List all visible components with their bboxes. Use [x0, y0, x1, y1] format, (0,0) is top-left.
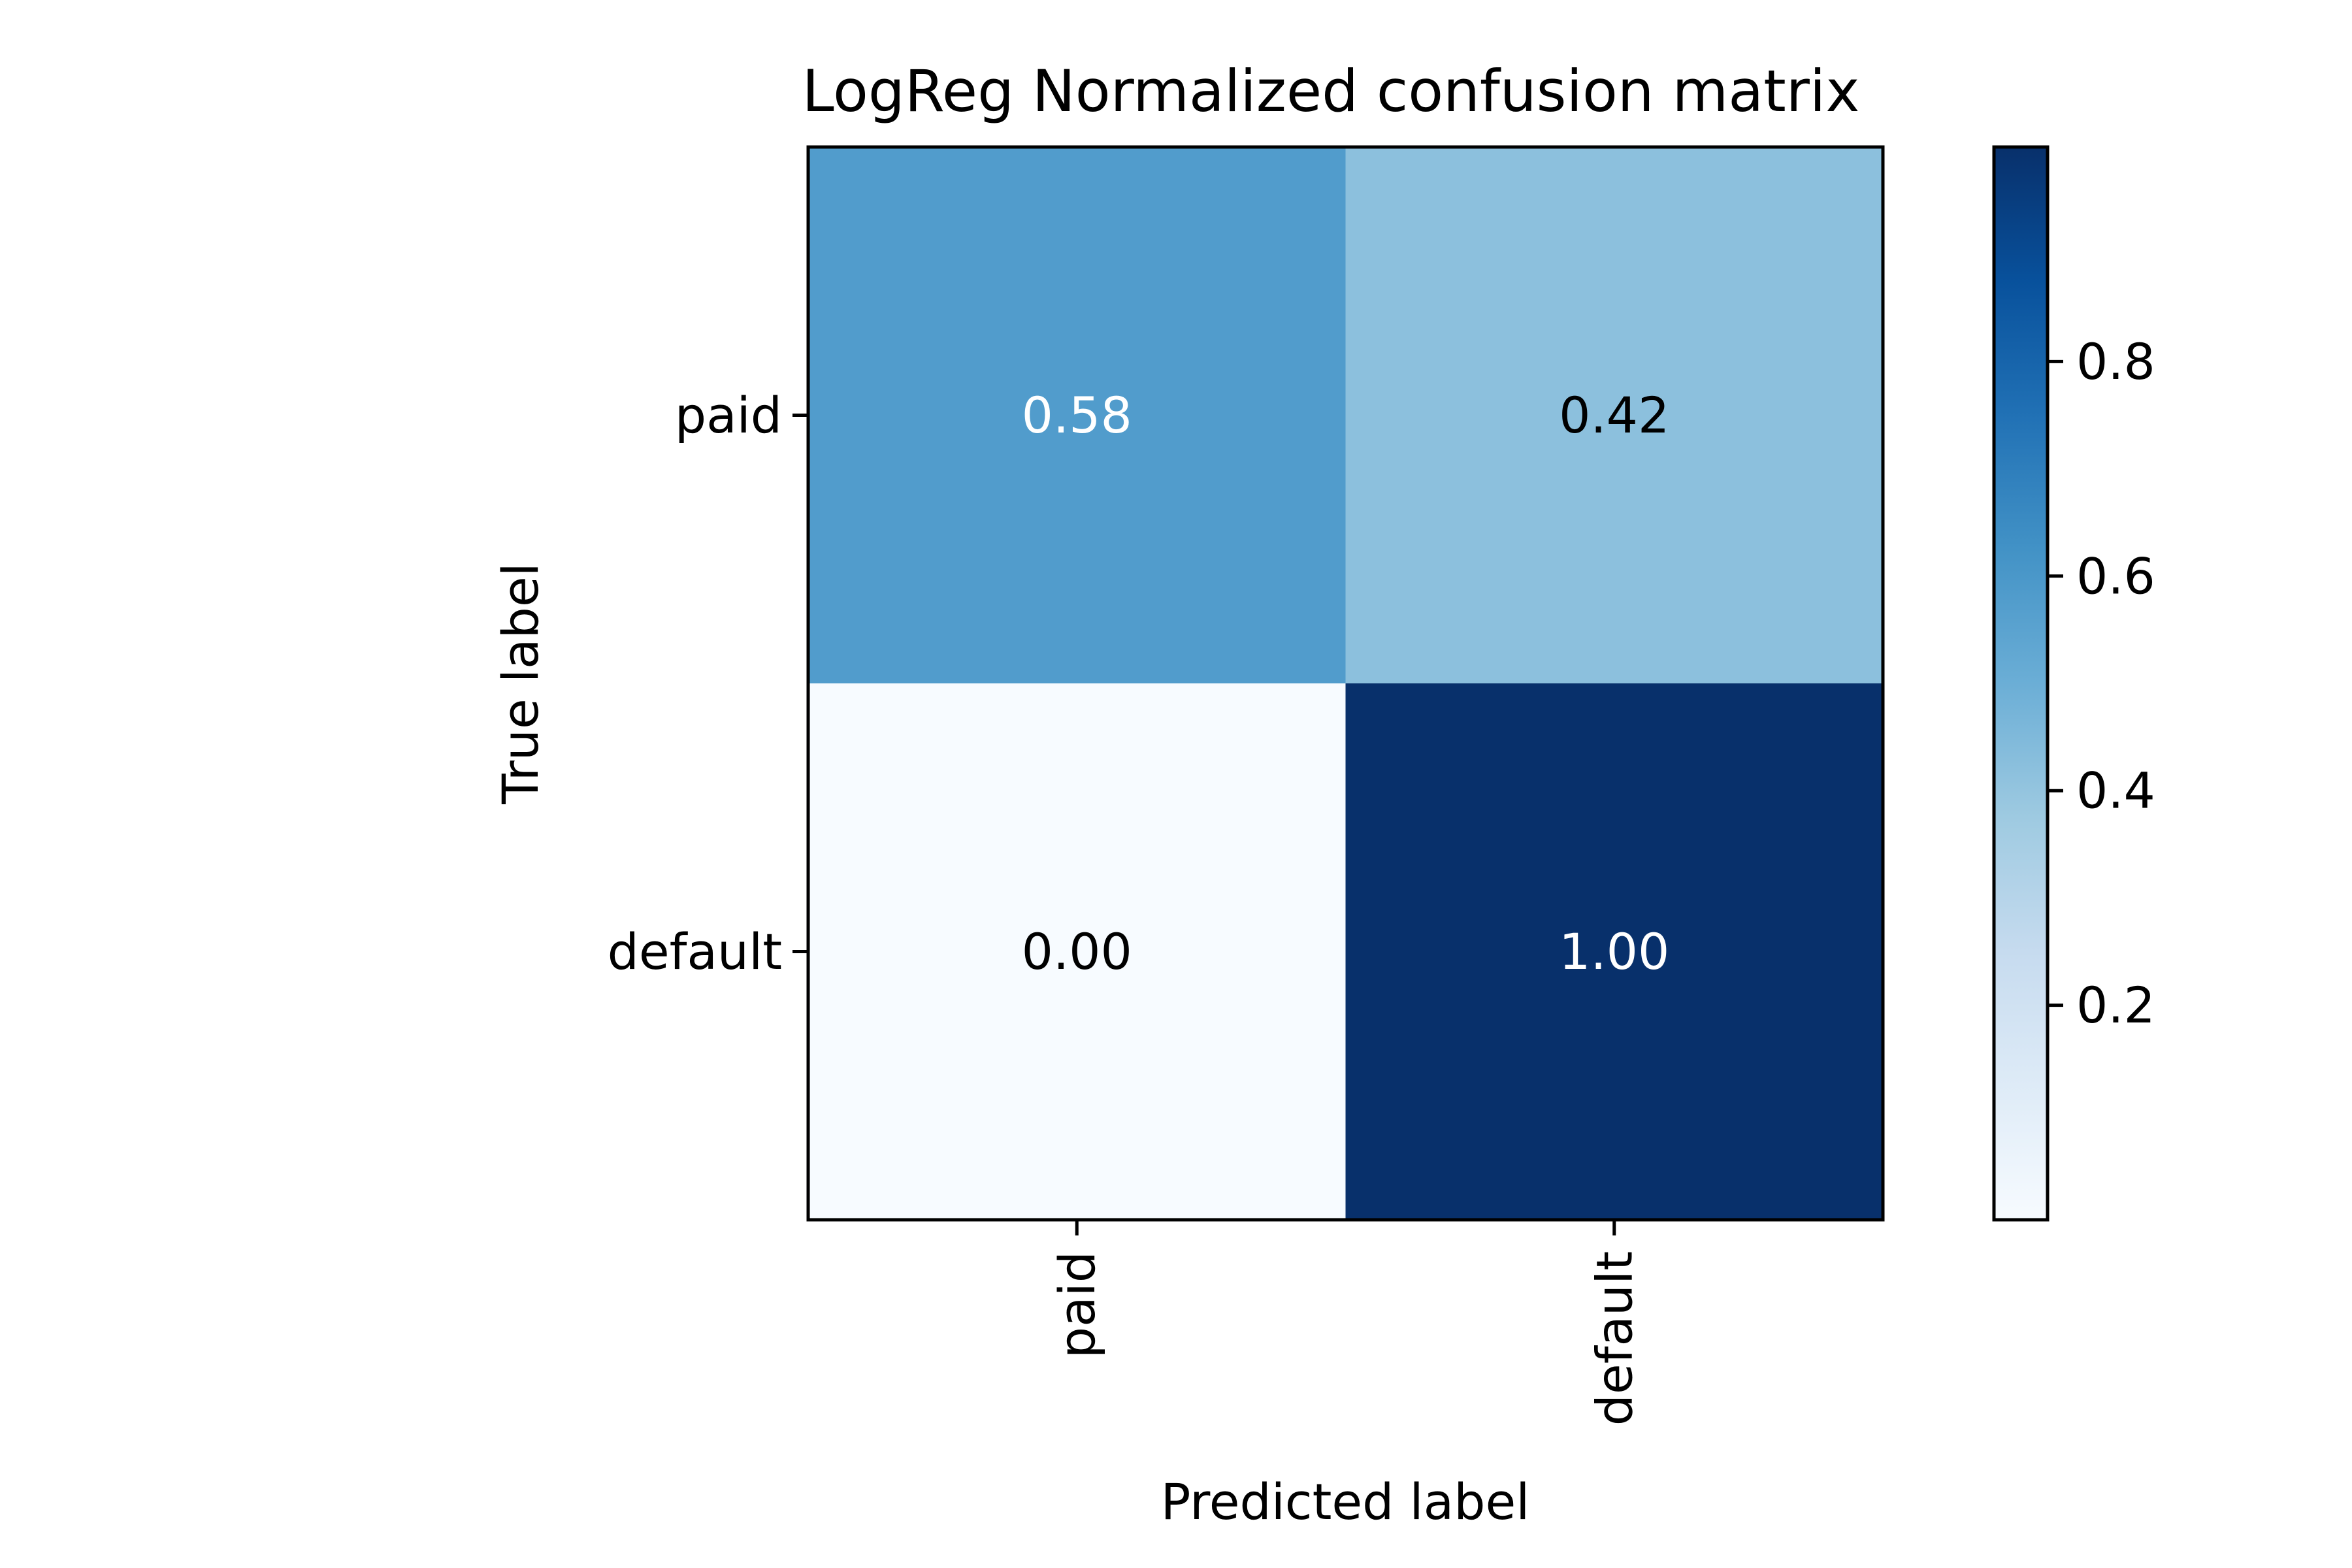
- matrix-cell-default-paid: [808, 683, 1346, 1220]
- x-tick-label: paid: [1048, 1251, 1106, 1358]
- colorbar-ticks: 0.2 0.4 0.6 0.8: [2048, 333, 2155, 1034]
- colorbar-tick-label: 0.8: [2076, 333, 2155, 391]
- matrix-cell-default-default: [1345, 683, 1883, 1220]
- x-tick-label: default: [1585, 1251, 1643, 1426]
- colorbar-tick-label: 0.2: [2076, 976, 2155, 1034]
- plot-frame: [806, 145, 1885, 1222]
- colorbar-tick-label: 0.4: [2076, 762, 2155, 820]
- cell-value-label: 0.58: [1022, 386, 1132, 444]
- colorbar-tick-label: 0.6: [2076, 547, 2155, 605]
- cell-value-label: 0.00: [1022, 923, 1132, 981]
- x-axis-label: Predicted label: [1161, 1473, 1530, 1531]
- matrix-cell-labels: 0.58 0.42 0.00 1.00: [1022, 386, 1670, 981]
- y-tick-label: paid: [675, 386, 782, 444]
- chart-title: LogReg Normalized confusion matrix: [802, 57, 1860, 125]
- cell-value-label: 0.42: [1559, 386, 1669, 444]
- y-tick-label: default: [608, 923, 782, 981]
- matrix-cell-paid-paid: [808, 147, 1346, 683]
- matrix-cell-paid-default: [1345, 147, 1883, 683]
- colorbar: [1992, 145, 2050, 1222]
- y-axis-label: True label: [491, 563, 549, 804]
- x-axis-ticks: paid default: [1048, 1220, 1643, 1426]
- matrix-cells: [808, 147, 1883, 1220]
- y-axis-ticks: paid default: [608, 386, 808, 981]
- cell-value-label: 1.00: [1559, 923, 1669, 981]
